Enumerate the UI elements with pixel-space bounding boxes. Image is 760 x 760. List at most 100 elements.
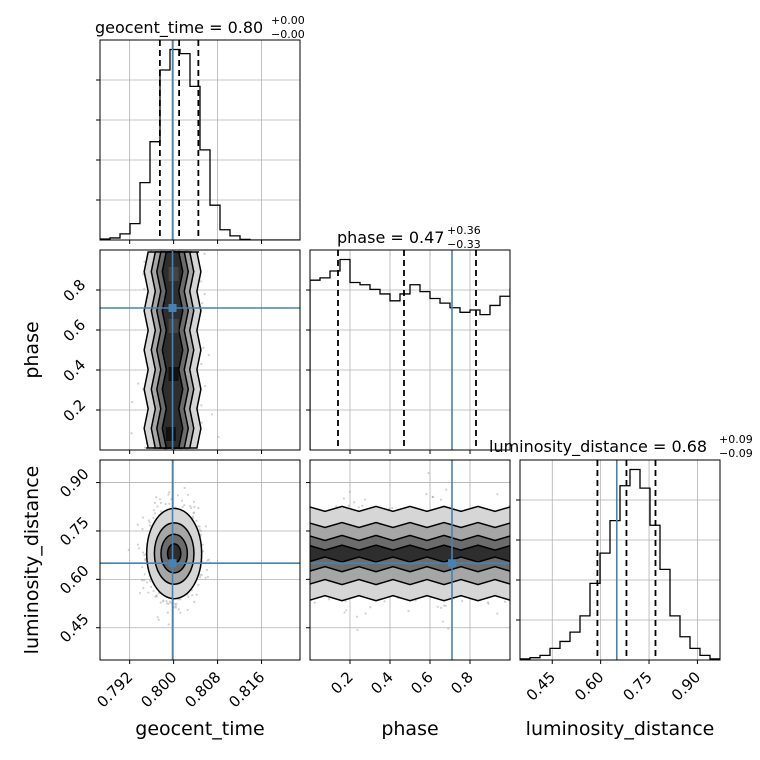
truth-marker — [448, 559, 456, 568]
sample-point — [440, 606, 443, 609]
sample-point — [157, 618, 160, 621]
svg-text:luminosity_distance = 0.68: luminosity_distance = 0.68 — [489, 437, 707, 457]
sample-point — [200, 363, 203, 366]
sample-point — [344, 600, 347, 603]
sample-point — [167, 493, 170, 496]
ytick-label-phase: 0.8 — [60, 276, 90, 306]
title-phase-main: phase = 0.47 — [337, 228, 444, 247]
sample-point — [444, 604, 448, 607]
sample-point — [355, 615, 359, 618]
sample-point — [143, 287, 146, 291]
contours — [143, 251, 202, 449]
sample-point — [166, 611, 169, 614]
density-cell-1 — [165, 427, 176, 441]
sample-point — [131, 400, 134, 404]
title-phase-minus: −0.33 — [447, 238, 481, 251]
sample-point — [198, 528, 201, 531]
sample-point — [191, 594, 194, 597]
sample-point — [141, 516, 145, 519]
sample-point — [193, 600, 196, 603]
axes-frame — [99, 39, 301, 241]
sample-point — [217, 435, 220, 439]
ylabel-phase: phase — [21, 321, 43, 378]
sample-point — [152, 589, 155, 593]
hist-geocent-time — [99, 39, 301, 241]
sample-point — [445, 488, 448, 491]
sample-point — [140, 579, 144, 582]
scatter-geocent-time-phase — [99, 249, 301, 451]
sample-point — [186, 493, 190, 497]
axes-frame — [309, 459, 511, 661]
xtick-label-luminosity_distance: 0.90 — [668, 668, 704, 704]
hist-phase — [309, 249, 511, 451]
sample-point — [168, 600, 172, 603]
sample-point — [144, 559, 147, 562]
sample-point — [211, 413, 214, 416]
sample-point — [156, 505, 159, 508]
sample-point — [345, 609, 348, 612]
sample-point — [425, 493, 428, 496]
sample-point — [138, 591, 142, 595]
density-cell-3 — [168, 267, 179, 281]
ytick-label-luminosity_distance: 0.45 — [56, 610, 92, 646]
sample-point — [195, 593, 198, 596]
sample-point — [335, 505, 338, 508]
sample-point — [158, 498, 162, 501]
sample-point — [177, 608, 180, 611]
sample-point — [199, 573, 202, 577]
xtick-label-phase: 0.2 — [327, 668, 357, 698]
sample-point — [190, 506, 193, 509]
sample-point — [313, 601, 316, 604]
axes-frame — [309, 249, 511, 451]
sample-point — [167, 602, 170, 605]
xtick-label-geocent_time: 0.816 — [225, 668, 268, 711]
sample-point — [197, 507, 200, 510]
title-geocent-time-minus: −0.00 — [271, 28, 305, 41]
sample-point — [159, 510, 163, 513]
sample-point — [327, 598, 331, 601]
sample-point — [154, 595, 157, 598]
sample-point — [201, 543, 204, 546]
sample-point — [200, 404, 203, 407]
sample-point — [148, 521, 151, 524]
sample-point — [153, 512, 157, 515]
sample-point — [165, 600, 168, 603]
truth-marker — [168, 304, 177, 312]
sample-point — [187, 595, 190, 598]
sample-point — [141, 527, 144, 531]
svg-text:phase = 0.47: phase = 0.47 — [337, 228, 444, 247]
contour-level-3 — [310, 544, 510, 563]
xtick-label-geocent_time: 0.808 — [181, 668, 224, 711]
sample-point — [192, 511, 195, 515]
sample-point — [144, 446, 147, 449]
title-phase-plus: +0.36 — [447, 224, 481, 237]
sample-point — [361, 504, 364, 508]
sample-point — [199, 533, 202, 536]
sample-point — [142, 273, 145, 276]
sample-point — [150, 585, 153, 588]
sample-point — [159, 601, 162, 604]
sample-point — [164, 502, 167, 506]
sample-point — [143, 554, 146, 557]
sample-point — [203, 292, 206, 296]
sample-point — [436, 605, 439, 608]
sample-point — [152, 509, 156, 512]
sample-point — [447, 627, 450, 630]
sample-point — [167, 623, 170, 626]
title-luminosity-distance-main: luminosity_distance = 0.68 — [489, 437, 707, 457]
ytick-label-luminosity_distance: 0.75 — [56, 513, 92, 549]
sample-point — [174, 604, 177, 608]
sample-point — [141, 566, 144, 569]
hist-luminosity-distance — [519, 459, 721, 661]
sample-point — [141, 551, 145, 554]
sample-point — [148, 524, 151, 527]
sample-point — [148, 579, 152, 583]
ytick-label-luminosity_distance: 0.90 — [56, 465, 92, 501]
sample-point — [143, 579, 146, 582]
sample-point — [193, 511, 196, 514]
sample-point — [153, 501, 156, 504]
sample-point — [199, 280, 203, 283]
sample-point — [181, 505, 184, 509]
sample-point — [173, 602, 177, 606]
